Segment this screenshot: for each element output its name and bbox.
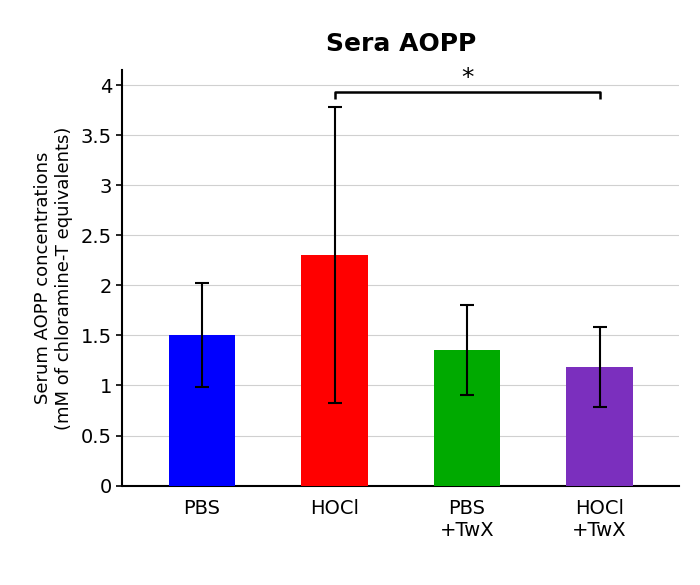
Bar	[434, 350, 500, 486]
Title: Sera AOPP: Sera AOPP	[326, 32, 476, 56]
Bar	[566, 367, 633, 486]
Y-axis label: Serum AOPP concentrations
(mM of chloramine-T equivalents): Serum AOPP concentrations (mM of chloram…	[34, 126, 73, 429]
Text: *: *	[461, 66, 473, 90]
Bar	[302, 256, 368, 486]
Bar	[169, 335, 235, 486]
